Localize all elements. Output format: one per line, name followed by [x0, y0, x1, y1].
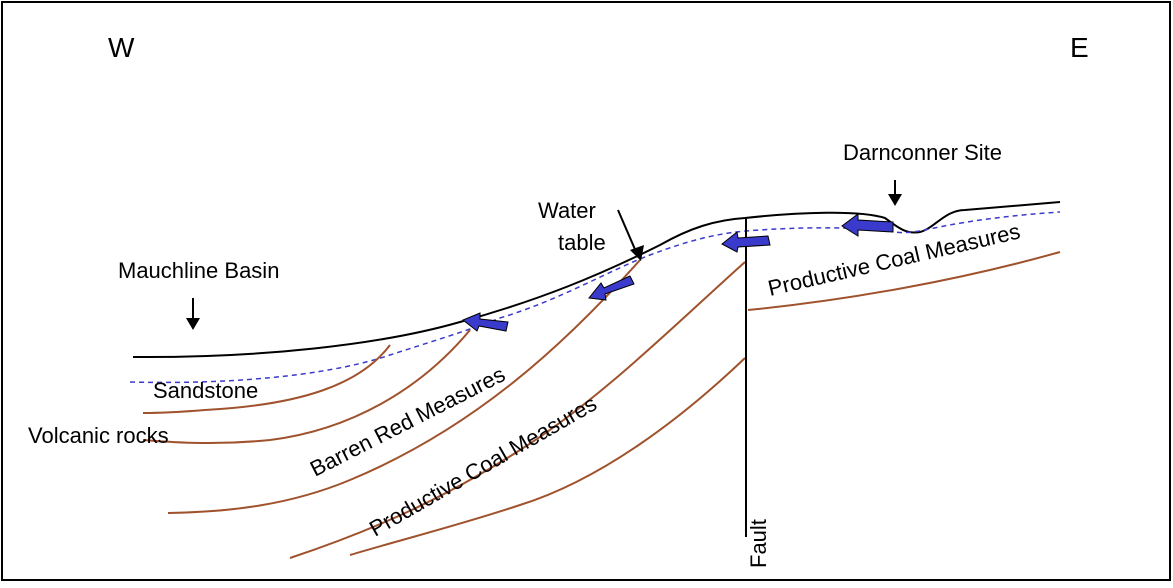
water-label: Water	[538, 198, 596, 223]
frame	[2, 2, 1170, 580]
west-label: W	[108, 32, 135, 63]
basin-label: Mauchline Basin	[118, 258, 279, 283]
site-label: Darnconner Site	[843, 140, 1002, 165]
water-label: table	[558, 230, 606, 255]
volcanic-label: Volcanic rocks	[28, 423, 169, 448]
east-label: E	[1070, 32, 1089, 63]
fault-label: Fault	[746, 519, 771, 568]
sandstone-label: Sandstone	[153, 378, 258, 403]
diagram: W E Darnconner Site Water table Mauchlin…	[0, 0, 1173, 583]
